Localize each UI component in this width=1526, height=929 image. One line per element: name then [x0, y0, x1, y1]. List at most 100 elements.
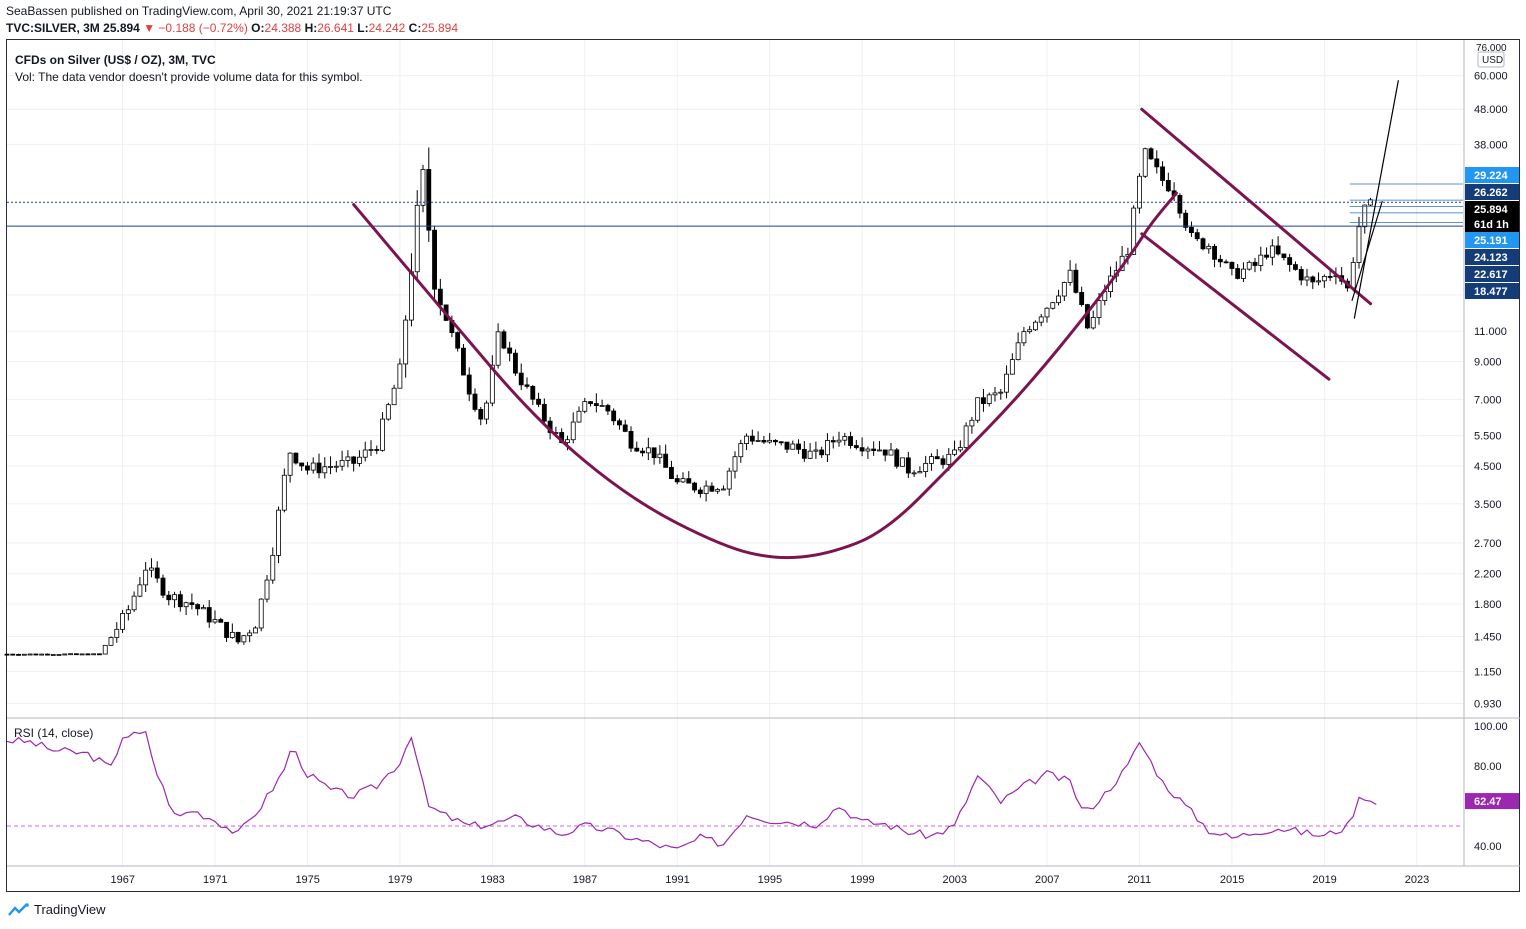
candle: [599, 399, 605, 407]
candle: [726, 467, 732, 496]
candle-body: [495, 331, 501, 366]
candle: [940, 455, 946, 469]
candle-body: [1079, 291, 1085, 305]
price-tick-label: 2.700: [1474, 538, 1502, 550]
candle: [622, 419, 628, 433]
candle: [628, 426, 634, 452]
candle-body: [1160, 166, 1165, 181]
candle: [1310, 275, 1316, 290]
price-tag-label: 22.617: [1474, 269, 1508, 281]
candle: [801, 441, 807, 462]
candle-body: [1200, 238, 1206, 250]
candle: [125, 605, 131, 621]
candle-body: [1131, 207, 1137, 255]
candle-body: [1356, 226, 1362, 263]
candle-body: [4, 653, 10, 656]
candle-body: [998, 391, 1004, 394]
candle-body: [39, 653, 45, 656]
chart-frame[interactable]: [6, 39, 1520, 892]
candle: [536, 392, 541, 408]
price-axis-unit: [1477, 51, 1505, 68]
candle: [778, 441, 784, 446]
price-tick-label: 5.500: [1474, 431, 1502, 443]
candle: [848, 431, 853, 449]
candle: [91, 653, 97, 656]
candle: [229, 623, 235, 639]
candle: [1027, 325, 1033, 334]
symbol-label: TVC:SILVER, 3M: [6, 21, 100, 35]
candle: [865, 446, 871, 459]
candle-body: [258, 598, 264, 629]
candle-body: [484, 402, 489, 420]
candle-body: [588, 401, 593, 404]
candle: [166, 590, 172, 606]
candle-body: [21, 653, 27, 656]
candle-body: [865, 448, 871, 452]
candle-body: [322, 466, 328, 474]
candle-body: [900, 457, 905, 467]
candle: [819, 446, 825, 458]
rsi-legend: RSI (14, close): [14, 726, 94, 740]
tradingview-logo-icon: [8, 902, 29, 916]
candle-body: [888, 449, 894, 456]
candle-body: [640, 450, 645, 454]
price-tick-label: 9.000: [1474, 356, 1502, 368]
candle: [212, 610, 218, 624]
candle: [825, 433, 830, 462]
candle: [310, 457, 316, 474]
time-tick-label: 1991: [665, 874, 689, 886]
candle-body: [1212, 245, 1217, 260]
candle: [692, 481, 697, 493]
candle: [154, 561, 160, 583]
candle-body: [692, 482, 697, 491]
candle-body: [761, 440, 767, 443]
candle: [1038, 313, 1044, 327]
candle-body: [50, 654, 56, 656]
candle-body: [1350, 262, 1356, 289]
candle: [530, 384, 536, 406]
candle: [218, 617, 224, 623]
candle: [131, 591, 137, 612]
candle: [270, 547, 276, 584]
candle-body: [16, 653, 21, 656]
candle-body: [1183, 212, 1189, 228]
candle-body: [1154, 158, 1160, 168]
candle: [85, 653, 91, 656]
candle-body: [513, 352, 518, 374]
candle: [455, 331, 461, 352]
candle-body: [622, 424, 628, 432]
candle-body: [1362, 204, 1368, 228]
candle-body: [10, 653, 16, 656]
candle-body: [825, 440, 830, 456]
candle: [721, 485, 726, 491]
candle: [195, 603, 201, 616]
candle: [409, 253, 414, 327]
rsi-tick-label: 40.00: [1474, 841, 1502, 853]
candle-body: [923, 462, 929, 472]
candle: [934, 449, 940, 460]
candle: [1206, 243, 1212, 254]
candle-body: [981, 397, 986, 404]
candle-body: [530, 385, 536, 400]
candle: [986, 392, 992, 407]
candle: [830, 436, 836, 449]
candle: [1154, 150, 1160, 174]
candle-body: [380, 418, 385, 451]
candle-body: [709, 485, 715, 492]
candle: [732, 451, 738, 479]
candle-body: [576, 410, 582, 423]
candle: [201, 604, 206, 610]
candle-body: [143, 569, 149, 586]
candle: [1165, 172, 1171, 193]
time-tick-label: 1967: [111, 874, 135, 886]
candle: [160, 574, 166, 599]
candle: [189, 593, 195, 610]
candle: [1275, 236, 1281, 256]
footer-brand[interactable]: TradingView: [8, 902, 106, 917]
candle: [813, 441, 819, 459]
price-tag-label: 18.477: [1474, 286, 1508, 298]
price-tag-label: 61d 1h: [1474, 219, 1509, 231]
candle: [10, 653, 16, 656]
candle: [900, 457, 905, 467]
